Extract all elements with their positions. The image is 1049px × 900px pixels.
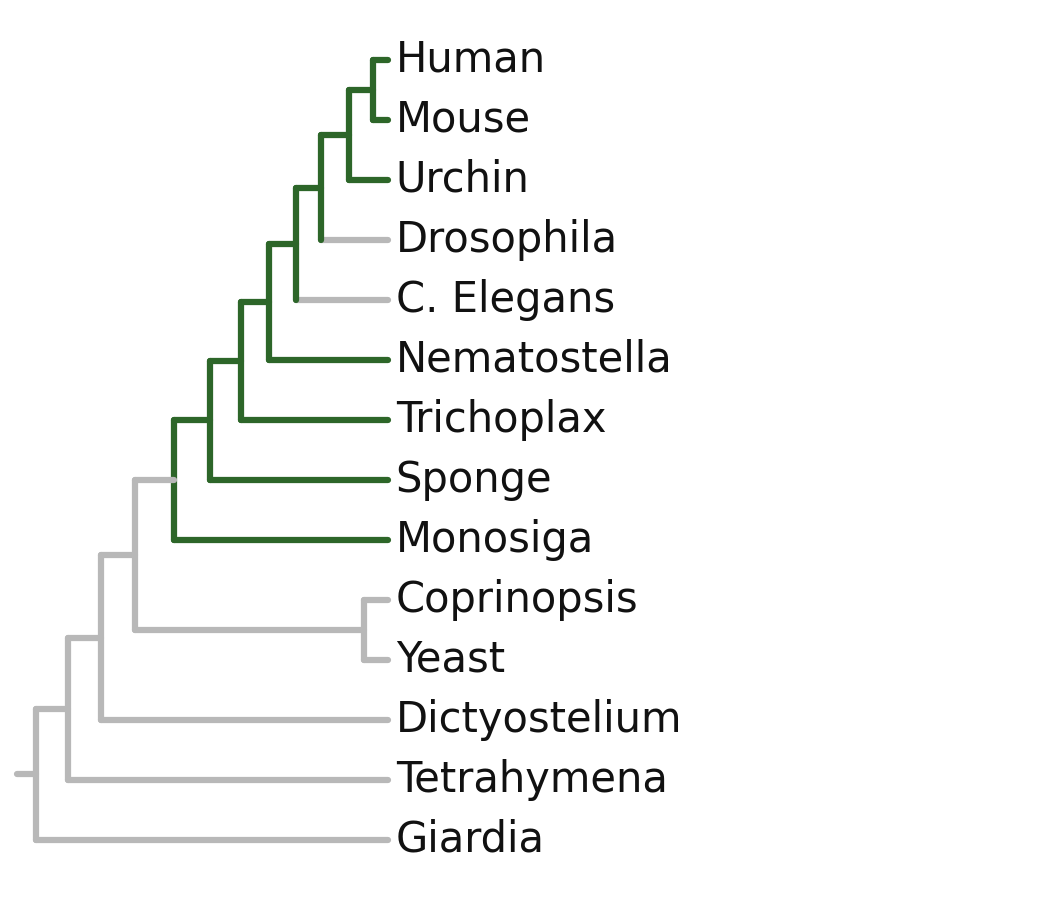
Text: Urchin: Urchin [395, 159, 530, 201]
Text: Sponge: Sponge [395, 459, 552, 501]
Text: Monosiga: Monosiga [395, 519, 594, 561]
Text: Dictyostelium: Dictyostelium [395, 699, 682, 741]
Text: Coprinopsis: Coprinopsis [395, 579, 638, 621]
Text: Giardia: Giardia [395, 819, 544, 861]
Text: Human: Human [395, 39, 545, 81]
Text: Nematostella: Nematostella [395, 339, 672, 381]
Text: Yeast: Yeast [395, 639, 505, 681]
Text: Tetrahymena: Tetrahymena [395, 759, 667, 801]
Text: Drosophila: Drosophila [395, 219, 618, 261]
Text: C. Elegans: C. Elegans [395, 279, 615, 321]
Text: Mouse: Mouse [395, 99, 531, 141]
Text: Trichoplax: Trichoplax [395, 399, 606, 441]
